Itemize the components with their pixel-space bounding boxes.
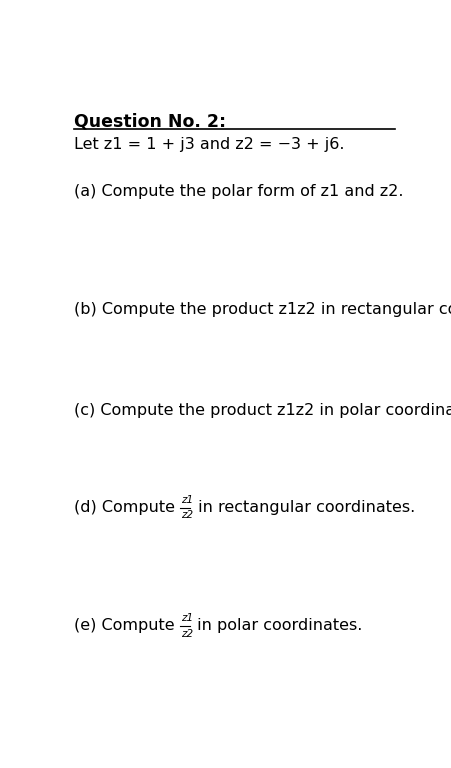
Text: (b) Compute the product z1z2 in rectangular coordinates.: (b) Compute the product z1z2 in rectangu… bbox=[74, 302, 451, 317]
Text: in polar coordinates.: in polar coordinates. bbox=[192, 618, 363, 634]
Text: in rectangular coordinates.: in rectangular coordinates. bbox=[193, 500, 415, 515]
Text: Question No. 2:: Question No. 2: bbox=[74, 113, 226, 131]
Text: (c) Compute the product z1z2 in polar coordinates.: (c) Compute the product z1z2 in polar co… bbox=[74, 402, 451, 418]
Text: (d) Compute: (d) Compute bbox=[74, 500, 180, 515]
Text: (a) Compute the polar form of z1 and z2.: (a) Compute the polar form of z1 and z2. bbox=[74, 184, 403, 199]
Text: z1: z1 bbox=[181, 495, 193, 505]
Text: Let z1 = 1 + j3 and z2 = −3 + j6.: Let z1 = 1 + j3 and z2 = −3 + j6. bbox=[74, 137, 345, 151]
Text: (e) Compute: (e) Compute bbox=[74, 618, 179, 634]
Text: z2: z2 bbox=[181, 629, 193, 639]
Text: z1: z1 bbox=[181, 614, 193, 624]
Text: z2: z2 bbox=[181, 511, 193, 521]
